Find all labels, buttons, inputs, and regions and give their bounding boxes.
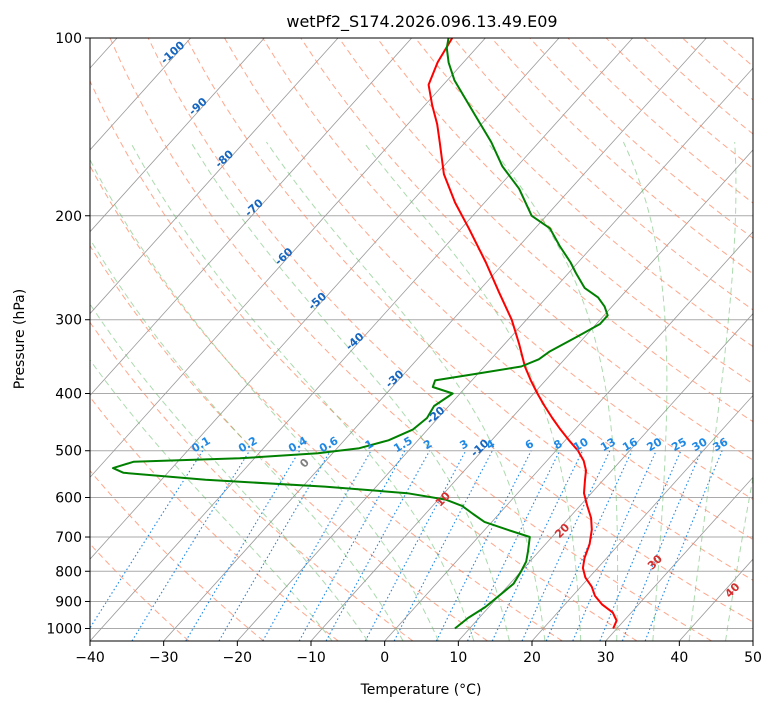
isotherm-line: [458, 312, 753, 641]
y-tick-label: 700: [55, 530, 82, 546]
dry-adiabat-line: [109, 38, 712, 641]
y-axis-label: Pressure (hPa): [12, 289, 28, 389]
y-tick-label: 1000: [46, 621, 82, 637]
y-tick-label: 500: [55, 444, 82, 460]
y-tick-label: 800: [55, 564, 82, 580]
dewpoint-line: [112, 38, 609, 630]
mixing-ratio-line: [572, 450, 657, 641]
isotherm-line: [310, 149, 753, 641]
plot-frame: [89, 37, 754, 642]
x-tick-label: −40: [75, 650, 105, 666]
y-tick-label: 900: [55, 594, 82, 610]
mixing-ratio-line: [521, 450, 611, 641]
series-layer: [112, 38, 618, 630]
isotherm-line: [90, 38, 560, 560]
dry-adiabat-line: [147, 38, 753, 623]
mixing-ratio-line: [435, 450, 532, 641]
y-tick-label: 400: [55, 387, 82, 403]
mixing-ratio-line: [545, 450, 633, 641]
chart-title: wetPf2_S174.2026.096.13.49.E09: [286, 12, 557, 32]
temperature-line: [427, 38, 618, 629]
moist-adiabat-line: [363, 141, 582, 641]
moist-adiabat-line: [265, 141, 546, 641]
x-tick-label: 0: [380, 650, 389, 666]
x-tick-label: −20: [223, 650, 253, 666]
y-tick-label: 100: [55, 31, 82, 47]
mixing-ratio-line: [262, 450, 372, 641]
dry-adiabat-line: [90, 469, 264, 641]
dry-adiabat-line: [90, 396, 339, 641]
moist-adiabat-line: [190, 141, 510, 641]
mixing-ratio-line: [621, 450, 702, 641]
x-tick-label: 30: [597, 650, 615, 666]
isotherm-line: [90, 38, 265, 233]
y-tick-label: 200: [55, 209, 82, 225]
y-axis: 100 200 300 400 500 600 700 800 900 1000: [46, 31, 90, 637]
isotherm-line: [384, 231, 753, 641]
isotherm-line: [605, 476, 753, 641]
mixing-ratio-line: [131, 450, 251, 641]
moist-adiabat-line: [90, 359, 333, 641]
moist-adiabat-line: [90, 158, 439, 641]
x-tick-label: 40: [670, 650, 688, 666]
y-tick-label: 600: [55, 490, 82, 506]
dry-adiabat-line: [414, 38, 753, 348]
x-axis-label: Temperature (°C): [360, 682, 482, 698]
moist-adiabat-line: [725, 475, 753, 641]
isotherm-line: [237, 67, 753, 641]
moist-adiabat-line: [129, 141, 475, 641]
dry-adiabat-line: [90, 321, 414, 641]
dry-adiabat-line: [90, 543, 190, 641]
mixing-ratio-line: [325, 450, 431, 641]
mixing-ratio-line: [393, 450, 493, 641]
isotherm-line: [531, 394, 753, 641]
x-tick-label: 50: [744, 650, 762, 666]
x-tick-label: 20: [523, 650, 541, 666]
mixing-ratio-line: [298, 450, 406, 641]
isotherm-line: [90, 38, 486, 478]
x-tick-label: −10: [296, 650, 326, 666]
mixing-ratio-line: [90, 450, 204, 630]
moist-adiabat-line: [622, 141, 668, 641]
isotherm-line: [163, 38, 707, 641]
moist-adiabat-line: [486, 141, 619, 641]
moist-adiabat-line: [90, 238, 404, 641]
grid-layer: [90, 38, 753, 641]
isotherm-line: [90, 38, 412, 397]
x-axis: −40 −30 −20 −10 0 10 20 30 40 50: [75, 641, 762, 666]
mixing-ratio-line: [644, 450, 723, 641]
moist-adiabat-line: [688, 141, 737, 641]
isotherm-line: [90, 38, 191, 151]
x-tick-label: 10: [449, 650, 467, 666]
mixing-ratio-line: [599, 450, 682, 641]
dry-adiabat-line: [90, 244, 488, 641]
x-tick-label: −30: [149, 650, 179, 666]
isotherm-line: [90, 38, 339, 315]
isotherm-line: [90, 38, 633, 641]
dry-adiabat-line: [453, 38, 753, 311]
y-tick-label: 300: [55, 313, 82, 329]
dry-adiabat-line: [90, 164, 563, 641]
